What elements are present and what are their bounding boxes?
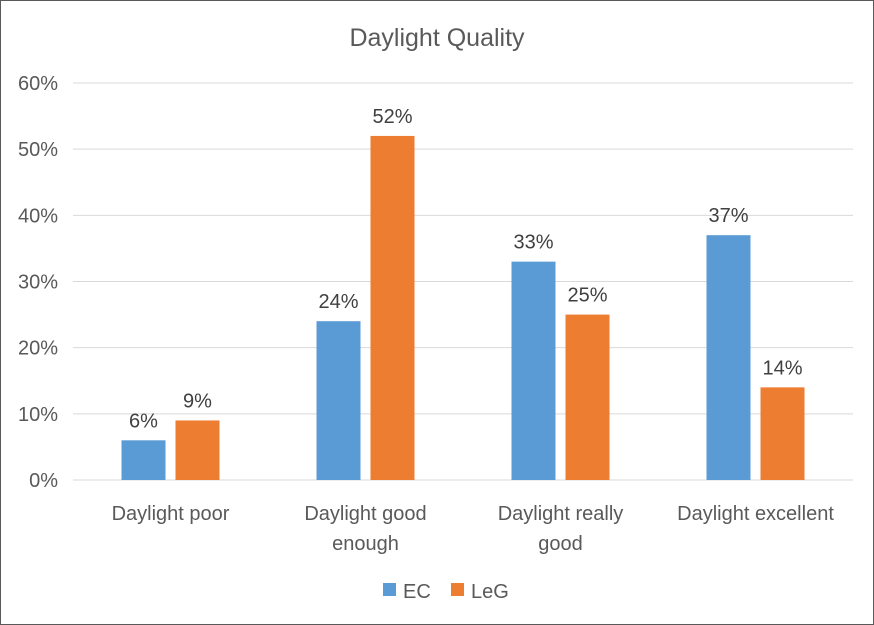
legend-label: EC bbox=[403, 581, 431, 603]
data-label: 37% bbox=[708, 205, 748, 227]
y-tick-label: 40% bbox=[18, 205, 58, 227]
x-category-label: Daylight poor bbox=[112, 503, 230, 525]
legend-swatch-leg bbox=[451, 583, 464, 596]
bar-ec bbox=[511, 261, 556, 480]
y-tick-label: 50% bbox=[18, 139, 58, 161]
x-category-label: enough bbox=[332, 533, 399, 555]
bar-ec bbox=[121, 440, 166, 480]
bar-ec bbox=[316, 321, 361, 480]
data-label: 14% bbox=[762, 357, 802, 379]
bar-leg bbox=[565, 314, 610, 480]
bar-ec bbox=[706, 235, 751, 480]
data-label: 24% bbox=[318, 291, 358, 313]
data-label: 25% bbox=[567, 285, 607, 307]
y-axis-ticks: 0% 10% 20% 30% 40% 50% 60% bbox=[18, 73, 58, 492]
bar-leg bbox=[760, 387, 805, 480]
chart-title: Daylight Quality bbox=[349, 24, 525, 52]
y-tick-label: 0% bbox=[29, 470, 58, 492]
gridlines bbox=[73, 82, 853, 481]
y-tick-label: 60% bbox=[18, 73, 58, 95]
legend-label: LeG bbox=[471, 581, 509, 603]
data-label: 6% bbox=[129, 410, 158, 432]
bars bbox=[121, 135, 805, 480]
y-tick-label: 30% bbox=[18, 272, 58, 294]
data-label: 52% bbox=[372, 106, 412, 128]
legend-swatch-ec bbox=[383, 583, 396, 596]
x-category-label: Daylight really bbox=[498, 503, 624, 525]
x-axis-categories: Daylight poor Daylight good enough Daylight… bbox=[112, 503, 835, 555]
y-tick-label: 20% bbox=[18, 338, 58, 360]
x-category-label: Daylight good bbox=[304, 503, 426, 525]
data-label: 9% bbox=[183, 390, 212, 412]
data-labels: 6% 9% 24% 52% 33% 25% 37% 14% bbox=[129, 106, 803, 432]
y-tick-label: 10% bbox=[18, 404, 58, 426]
bar-leg bbox=[175, 420, 220, 480]
data-label: 33% bbox=[513, 232, 553, 254]
x-category-label: Daylight excellent bbox=[677, 503, 834, 525]
x-category-label: good bbox=[538, 533, 583, 555]
legend: EC LeG bbox=[383, 581, 509, 603]
bar-leg bbox=[370, 135, 415, 480]
